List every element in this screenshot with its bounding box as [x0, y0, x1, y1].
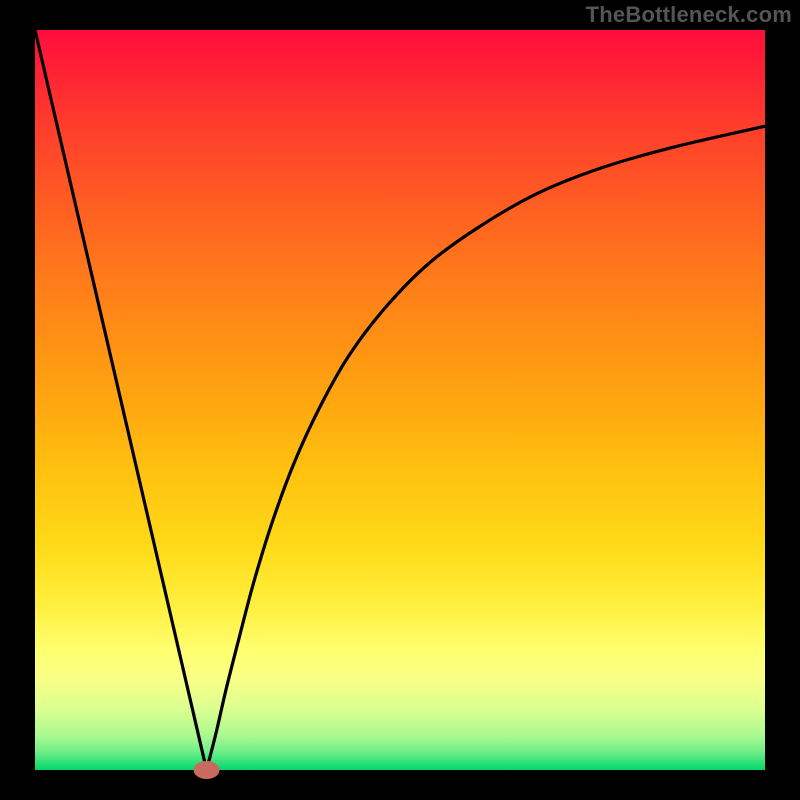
watermark-label: TheBottleneck.com: [586, 2, 792, 28]
bottleneck-chart: [0, 0, 800, 800]
optimal-marker: [194, 761, 220, 779]
chart-container: TheBottleneck.com: [0, 0, 800, 800]
plot-background: [35, 30, 765, 770]
